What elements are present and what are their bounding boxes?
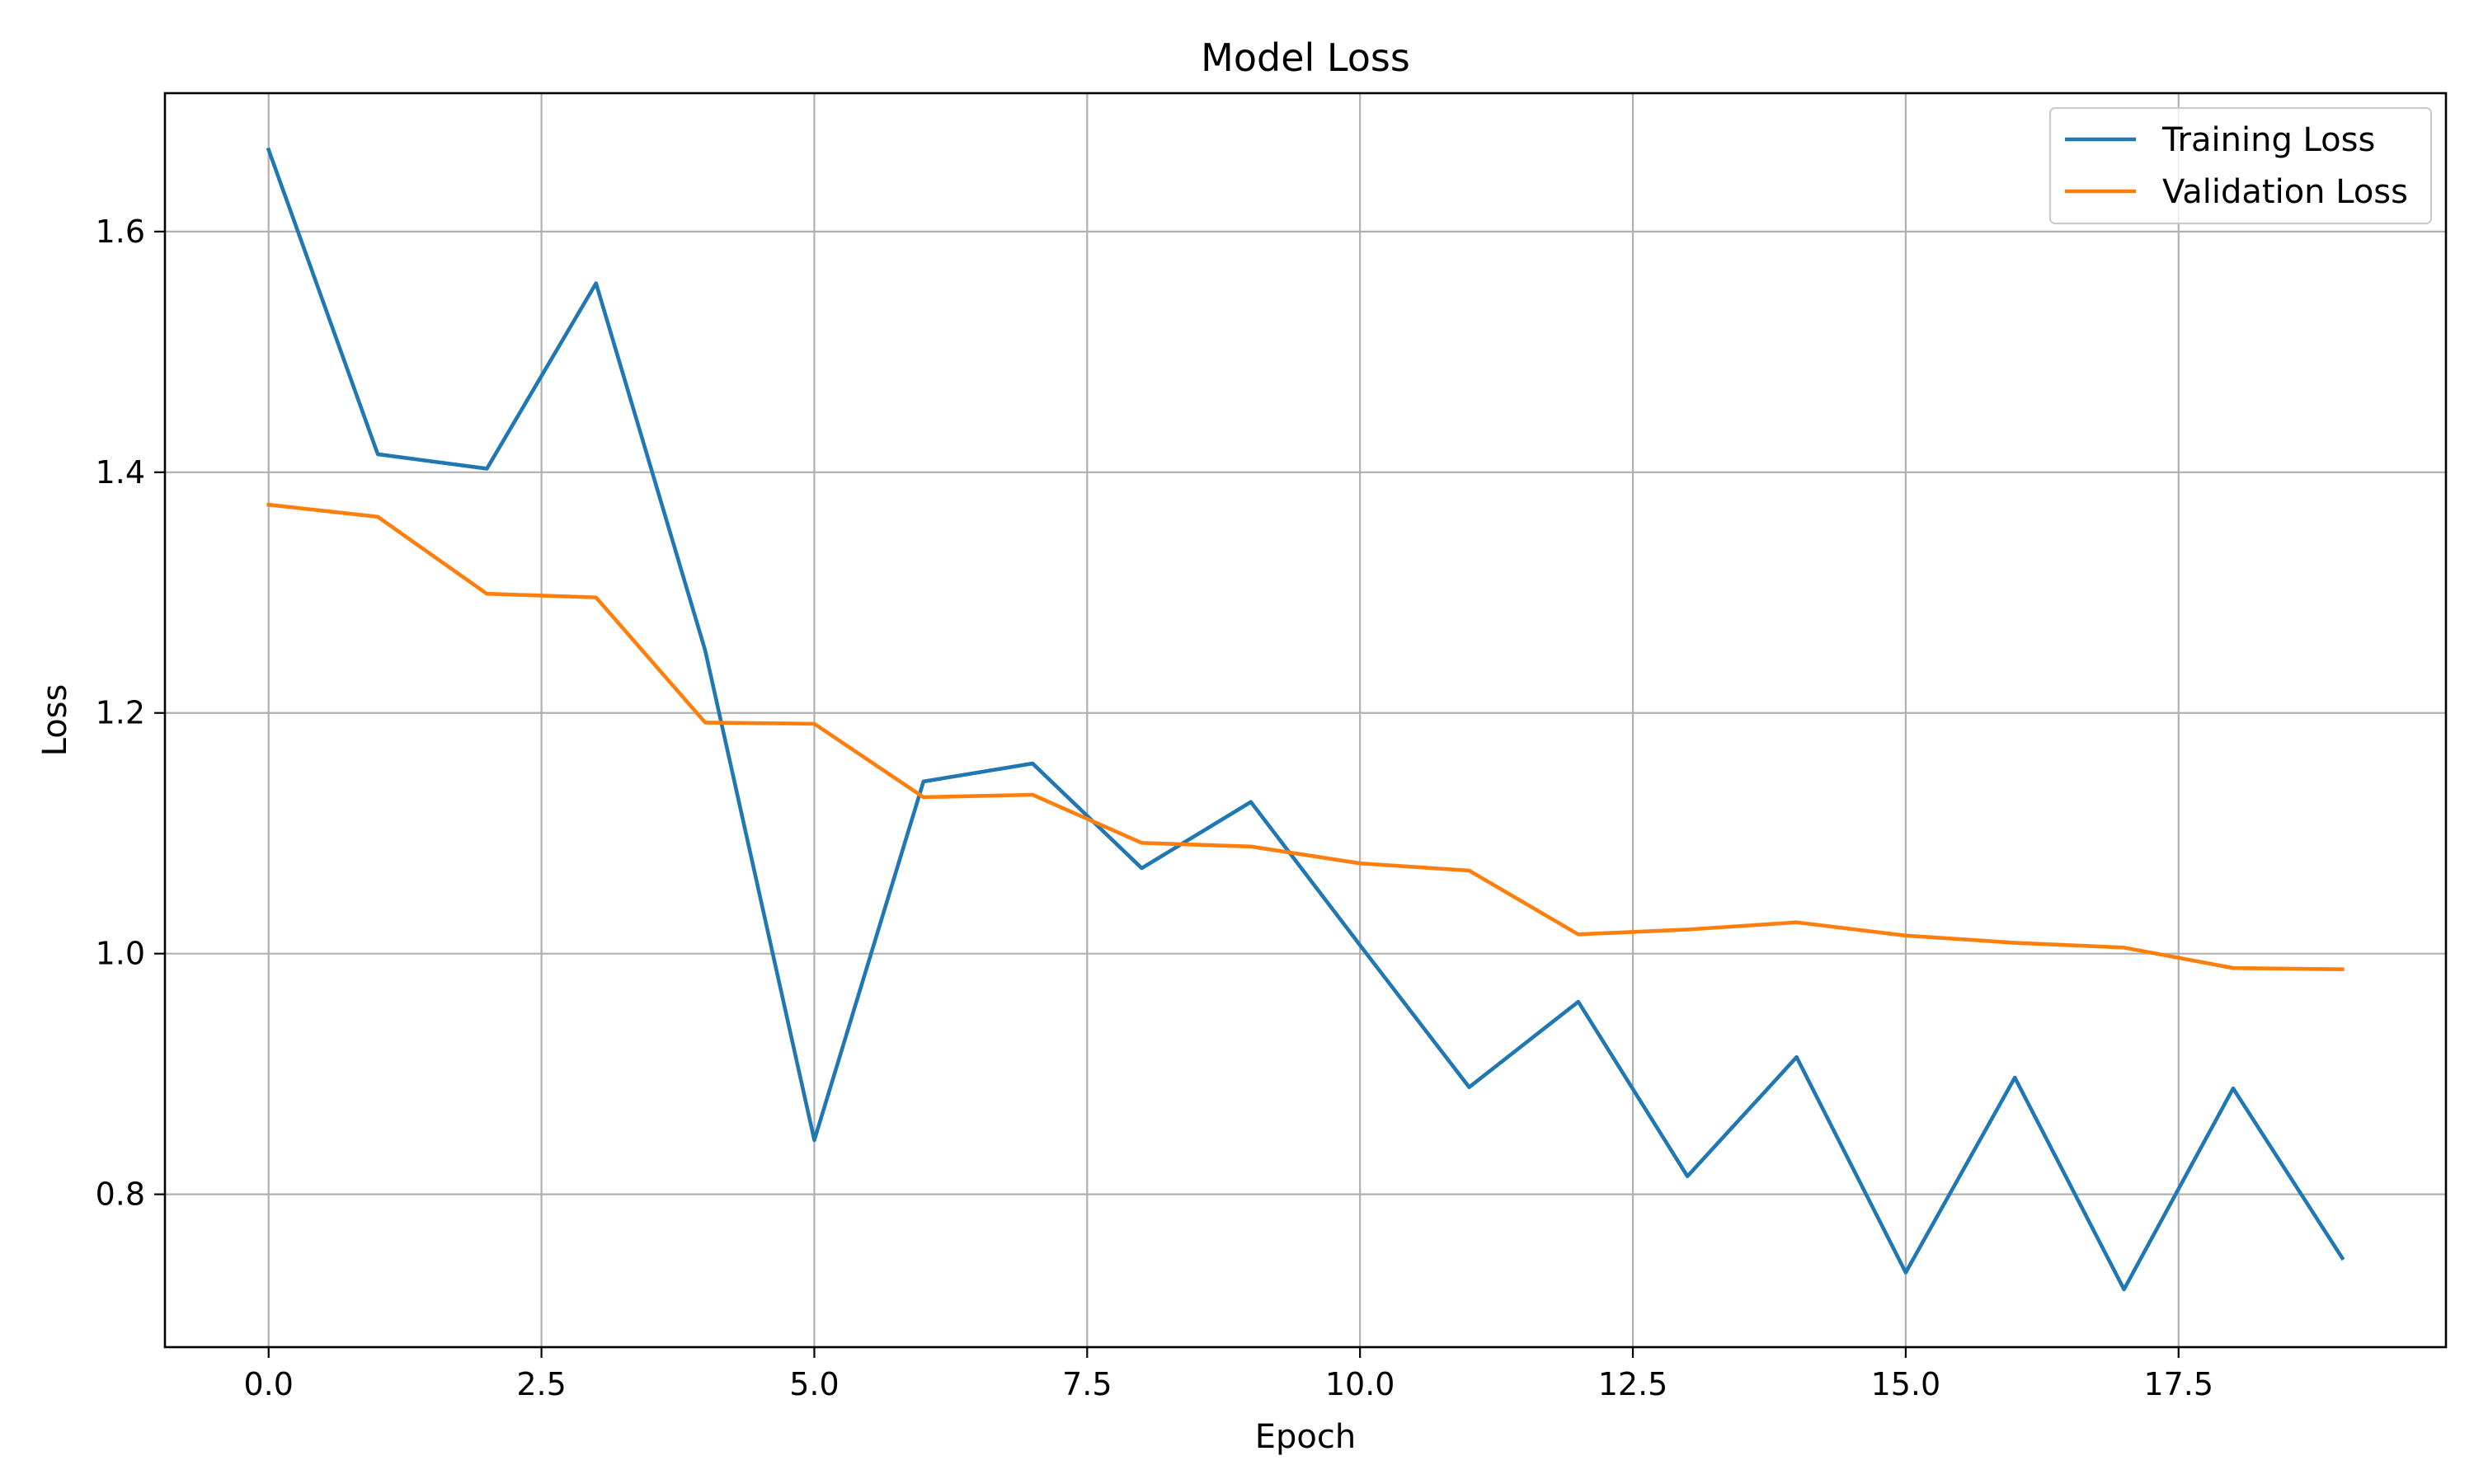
legend-label: Validation Loss	[2162, 173, 2408, 211]
y-tick-label: 1.6	[96, 214, 145, 250]
plot-frame	[163, 92, 2448, 1349]
x-tick-label: 0.0	[244, 1366, 294, 1402]
x-tick-label: 12.5	[1598, 1366, 1668, 1402]
series-line-validation-loss	[266, 502, 2345, 971]
x-tick-label: 10.0	[1325, 1366, 1395, 1402]
x-tick-label: 15.0	[1871, 1366, 1941, 1402]
legend-items: Training Loss Validation Loss	[2065, 121, 2408, 211]
y-tick-label: 1.2	[96, 695, 145, 731]
y-tick-label: 1.4	[96, 454, 145, 491]
grid-lines	[165, 93, 2446, 1347]
x-tick-label: 17.5	[2143, 1366, 2213, 1402]
legend-box	[2048, 106, 2433, 225]
series-lines	[266, 147, 2345, 1292]
y-tick-label: 0.8	[96, 1176, 145, 1213]
x-tick-label: 5.0	[789, 1366, 839, 1402]
y-axis-title: Loss	[36, 684, 74, 757]
series-line-training-loss	[266, 147, 2345, 1292]
x-tick-label: 7.5	[1062, 1366, 1112, 1402]
axis-ticks: 0.0 2.5 5.0 7.5 10.0 12.5 15.0 17.5 0.8 1.0 1.2 1.4…	[96, 214, 2213, 1402]
y-tick-label: 1.0	[96, 936, 145, 972]
legend: Training Loss Validation Loss	[2048, 106, 2433, 225]
x-axis-title: Epoch	[1255, 1418, 1356, 1456]
chart-title: Model Loss	[1201, 35, 1410, 80]
x-tick-label: 2.5	[516, 1366, 566, 1402]
legend-label: Training Loss	[2161, 121, 2375, 159]
